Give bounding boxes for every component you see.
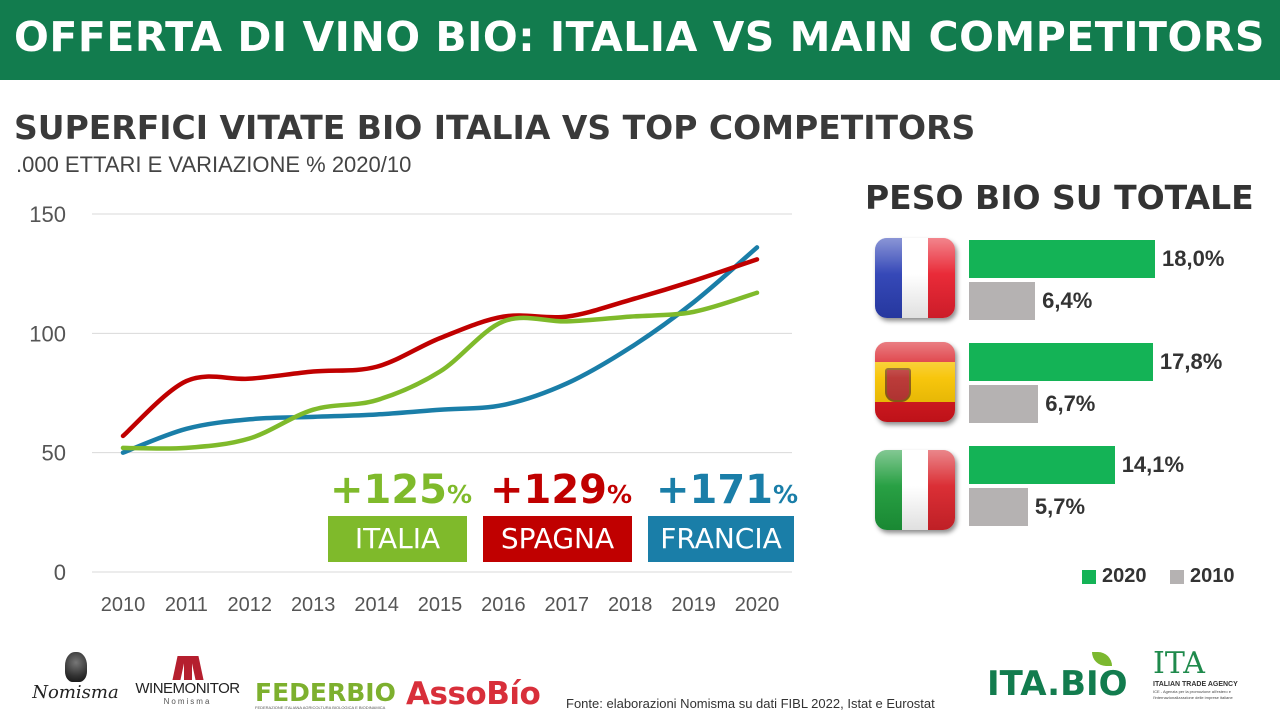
x-tick-label: 2015 bbox=[418, 594, 463, 616]
page-title: OFFERTA DI VINO BIO: ITALIA VS MAIN COMP… bbox=[14, 13, 1265, 61]
x-tick-label: 2012 bbox=[228, 594, 273, 616]
itabio-logo-text: ITA.BIO bbox=[987, 664, 1128, 704]
italia-change: +125% bbox=[330, 467, 472, 513]
series-line-spagna bbox=[120, 257, 760, 439]
bar-italia-2020 bbox=[969, 446, 1115, 484]
bar-spagna-2010 bbox=[969, 385, 1039, 423]
source-note: Fonte: elaborazioni Nomisma su dati FIBL… bbox=[566, 696, 935, 711]
peso-bio-title: PESO BIO SU TOTALE bbox=[865, 178, 1254, 217]
y-tick-label: 50 bbox=[42, 441, 66, 466]
spagna-change-value: +129 bbox=[490, 467, 608, 513]
y-tick-label: 150 bbox=[29, 202, 66, 227]
series-line-francia bbox=[120, 245, 760, 455]
legend-2020-swatch bbox=[1082, 569, 1096, 584]
assobio-logo: AssoBío bbox=[406, 676, 541, 712]
winemonitor-logo-text: WINEMONITOR bbox=[135, 680, 240, 697]
ita-logo-text: ITA bbox=[1153, 646, 1205, 681]
page-header: OFFERTA DI VINO BIO: ITALIA VS MAIN COMP… bbox=[0, 0, 1280, 80]
winemonitor-logo: WINEMONITOR Nomisma bbox=[135, 656, 240, 706]
bar-value-label: 6,7% bbox=[1045, 391, 1096, 416]
bar-francia-2020 bbox=[969, 240, 1155, 278]
legend-2020-label: 2020 bbox=[1102, 565, 1147, 587]
legend-2010: 2010 bbox=[1170, 565, 1235, 588]
france-flag-icon bbox=[875, 238, 955, 318]
bar-value-label: 14,1% bbox=[1121, 452, 1185, 477]
bar-italia-2010 bbox=[969, 488, 1028, 526]
bar-spagna-2020 bbox=[969, 343, 1153, 381]
legend-2020: 2020 bbox=[1082, 565, 1147, 588]
francia-change: +171% bbox=[656, 467, 798, 513]
spagna-change-unit: % bbox=[607, 480, 633, 509]
legend-2010-label: 2010 bbox=[1190, 565, 1235, 587]
bar-value-label: 17,8% bbox=[1159, 349, 1223, 374]
x-tick-label: 2018 bbox=[608, 594, 653, 616]
francia-change-value: +171 bbox=[656, 467, 774, 513]
federbio-logo-text: FEDERBIO bbox=[255, 678, 396, 707]
y-tick-label: 0 bbox=[54, 560, 66, 585]
winemonitor-logo-subtext: Nomisma bbox=[163, 697, 212, 706]
x-tick-label: 2011 bbox=[165, 594, 208, 616]
ita-logo-description: ICE - Agenzia per la promozione all'este… bbox=[1153, 689, 1233, 700]
x-tick-label: 2020 bbox=[735, 594, 780, 616]
francia-change-unit: % bbox=[773, 480, 799, 509]
bar-francia-2010 bbox=[969, 282, 1036, 320]
nomisma-logo-text: Nomisma bbox=[32, 682, 119, 703]
itabio-logo: ITA.BIO bbox=[987, 664, 1128, 704]
nomisma-logo: Nomisma bbox=[28, 652, 123, 703]
ita-logo: ITA ITALIAN TRADE AGENCY ICE - Agenzia p… bbox=[1153, 648, 1268, 701]
federbio-logo-subtext: FEDERAZIONE ITALIANA AGRICOLTURA BIOLOGI… bbox=[255, 705, 386, 710]
x-tick-label: 2014 bbox=[354, 594, 399, 616]
winemonitor-glass-icon bbox=[171, 656, 204, 680]
italy-flag-icon bbox=[875, 450, 955, 530]
series-line-italia bbox=[120, 290, 760, 451]
spagna-change: +129% bbox=[490, 467, 632, 513]
chart-title: SUPERFICI VITATE BIO ITALIA VS TOP COMPE… bbox=[14, 108, 976, 147]
itabio-leaf-icon bbox=[1092, 652, 1112, 666]
italia-label: ITALIA bbox=[328, 516, 467, 562]
y-tick-label: 100 bbox=[29, 321, 66, 346]
spagna-label: SPAGNA bbox=[483, 516, 632, 562]
bar-value-label: 6,4% bbox=[1042, 288, 1093, 313]
bar-value-label: 18,0% bbox=[1162, 246, 1225, 271]
francia-label: FRANCIA bbox=[648, 516, 794, 562]
legend-2010-swatch bbox=[1170, 569, 1184, 584]
spain-flag-icon bbox=[875, 342, 955, 422]
chart-subtitle: .000 ETTARI E VARIAZIONE % 2020/10 bbox=[16, 152, 412, 177]
nomisma-emblem-icon bbox=[64, 652, 87, 682]
line-chart: 0 50 100 150 2010 2011 2012 2013 2014 2015 2016 201… bbox=[29, 202, 792, 616]
x-tick-label: 2017 bbox=[545, 594, 590, 616]
x-tick-label: 2016 bbox=[481, 594, 526, 616]
x-tick-label: 2019 bbox=[671, 594, 716, 616]
italia-change-unit: % bbox=[447, 480, 473, 509]
italia-change-value: +125 bbox=[330, 467, 448, 513]
federbio-logo: FEDERBIO FEDERAZIONE ITALIANA AGRICOLTUR… bbox=[255, 680, 396, 711]
ita-logo-subtitle: ITALIAN TRADE AGENCY bbox=[1153, 681, 1238, 688]
x-tick-label: 2010 bbox=[101, 594, 146, 616]
bar-value-label: 5,7% bbox=[1034, 494, 1086, 519]
x-tick-label: 2013 bbox=[291, 594, 336, 616]
